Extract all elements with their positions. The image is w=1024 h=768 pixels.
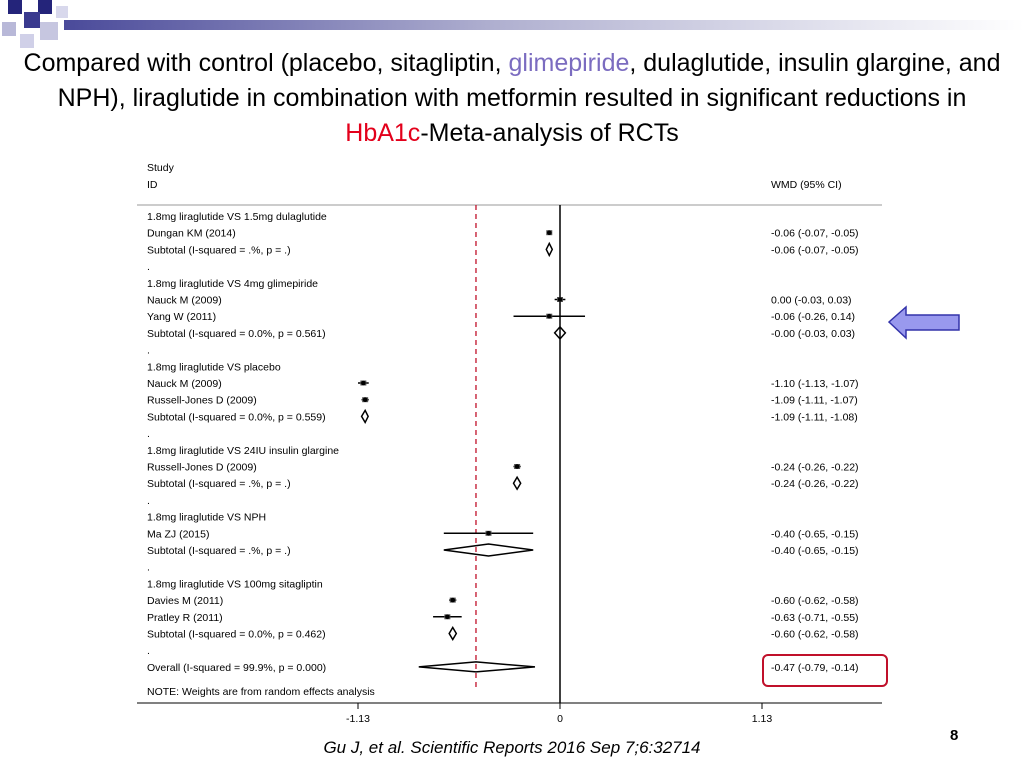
ci-label: -0.60 (-0.62, -0.58) [771,629,859,641]
row-label: Nauck M (2009) [147,295,222,307]
group-label: 1.8mg liraglutide VS 100mg sitagliptin [147,578,323,590]
corner-square-6 [20,34,34,48]
row-label: Subtotal (I-squared = 0.0%, p = 0.462) [147,629,326,641]
study-point [514,464,520,469]
group-label: 1.8mg liraglutide VS NPH [147,512,266,524]
row-label: Yang W (2011) [147,311,216,323]
separator-dot: . [147,562,150,574]
subtotal-diamond [545,241,554,258]
ci-label: -0.40 (-0.65, -0.15) [771,545,859,557]
header-wmd: WMD (95% CI) [771,179,842,191]
ci-label: -0.00 (-0.03, 0.03) [771,328,855,340]
row-label: Subtotal (I-squared = 0.0%, p = 0.559) [147,411,326,423]
subtotal-diamond [448,626,458,641]
ci-label: -0.24 (-0.26, -0.22) [771,462,859,474]
study-point [486,531,491,536]
group-label: 1.8mg liraglutide VS placebo [147,361,281,373]
weights-note: NOTE: Weights are from random effects an… [147,686,375,698]
study-point [362,397,368,403]
row-label: Subtotal (I-squared = .%, p = .) [147,545,291,557]
ci-label: -0.24 (-0.26, -0.22) [771,478,859,490]
row-label: Russell-Jones D (2009) [147,395,257,407]
corner-square-3 [24,12,40,28]
study-point [445,614,450,620]
x-tick-label: 0 [557,713,563,725]
group-label: 1.8mg liraglutide VS 4mg glimepiride [147,278,318,290]
citation: Gu J, et al. Scientific Reports 2016 Sep… [323,738,701,757]
ci-label: 0.00 (-0.03, 0.03) [771,295,852,307]
study-point [450,597,456,603]
ci-label: -1.09 (-1.11, -1.07) [771,395,858,407]
corner-square-5 [40,22,58,40]
row-label: Subtotal (I-squared = .%, p = .) [147,244,291,256]
overall-highlight-box [762,654,888,687]
separator-dot: . [147,261,150,273]
study-point [361,380,366,386]
ci-label: -0.47 (-0.79, -0.14) [771,662,859,674]
ci-label: -0.06 (-0.07, -0.05) [771,244,859,256]
row-label: Davies M (2011) [147,595,223,607]
row-label: Subtotal (I-squared = .%, p = .) [147,478,291,490]
row-label: Pratley R (2011) [147,612,223,624]
ci-label: -0.06 (-0.07, -0.05) [771,228,859,240]
separator-dot: . [147,345,150,357]
overall-diamond [418,661,536,673]
row-label: Nauck M (2009) [147,378,222,390]
group-label: 1.8mg liraglutide VS 24IU insulin glargi… [147,445,339,457]
separator-dot: . [147,495,150,507]
header-study: Study [147,162,175,174]
study-point [546,230,552,235]
ci-label: -0.06 (-0.26, 0.14) [771,311,855,323]
subtotal-diamond [443,543,534,557]
subtotal-diamond [512,475,522,491]
x-tick-label: 1.13 [752,713,773,725]
row-label: Overall (I-squared = 99.9%, p = 0.000) [147,662,326,674]
ci-label: -0.63 (-0.71, -0.55) [771,612,859,624]
title-highlight-hba1c: HbA1c [345,119,421,147]
group-label: 1.8mg liraglutide VS 1.5mg dulaglutide [147,211,327,223]
study-point [557,297,563,302]
subtotal-diamond [360,408,369,424]
ci-label: -1.10 (-1.13, -1.07) [771,378,859,390]
row-label: Ma ZJ (2015) [147,528,209,540]
row-label: Subtotal (I-squared = 0.0%, p = 0.561) [147,328,326,340]
page-number: 8 [950,727,959,744]
separator-dot: . [147,428,150,440]
subtotal-diamond [553,325,567,341]
top-gradient-bar [64,20,1024,30]
row-label: Dungan KM (2014) [147,228,236,240]
corner-square-4 [2,22,16,36]
corner-square-2 [38,0,52,14]
pointer-arrow-icon [888,305,960,340]
title-highlight-glimepiride: glimepiride [508,49,630,77]
ci-label: -1.09 (-1.11, -1.08) [771,411,858,423]
row-label: Russell-Jones D (2009) [147,462,257,474]
study-point [546,313,552,319]
slide-title: Compared with control (placebo, sitaglip… [23,49,1001,147]
ci-label: -0.40 (-0.65, -0.15) [771,528,859,540]
separator-dot: . [147,645,150,657]
corner-square-7 [56,6,68,18]
ci-label: -0.60 (-0.62, -0.58) [771,595,859,607]
x-tick-label: -1.13 [346,713,370,725]
header-id: ID [147,179,158,191]
corner-square-1 [8,0,22,14]
